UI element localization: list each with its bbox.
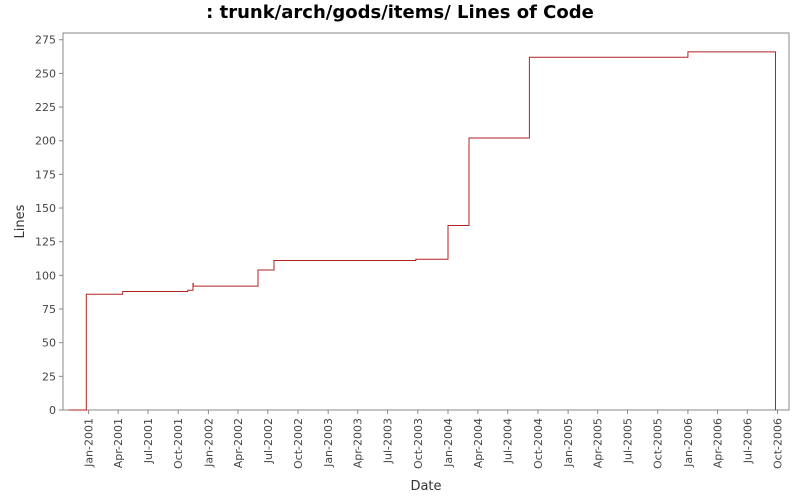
- x-tick-label: Jan-2005: [562, 418, 575, 468]
- y-tick-label: 0: [49, 404, 56, 417]
- y-tick-label: 125: [35, 236, 56, 249]
- x-tick-label: Apr-2001: [112, 418, 125, 468]
- y-axis: 0 25 50 75 100 125 150 175 200 225 250 275: [35, 34, 63, 417]
- x-axis-label: Date: [410, 479, 441, 494]
- y-tick-label: 275: [35, 34, 56, 47]
- x-tick-label: Jul-2004: [502, 418, 515, 464]
- x-tick-label: Apr-2006: [711, 418, 724, 468]
- x-axis: Jan-2001 Apr-2001 Jul-2001 Oct-2001 Jan-2002…: [83, 410, 785, 469]
- chart-title: : trunk/arch/gods/items/ Lines of Code: [206, 2, 594, 23]
- x-tick-label: Jan-2006: [682, 418, 695, 468]
- y-tick-label: 75: [42, 303, 56, 316]
- x-tick-label: Apr-2005: [592, 418, 605, 468]
- x-tick-label: Jul-2006: [741, 418, 754, 464]
- x-tick-label: Oct-2002: [292, 418, 305, 469]
- x-tick-label: Apr-2003: [352, 418, 365, 468]
- y-tick-label: 25: [42, 370, 56, 383]
- x-tick-label: Jan-2004: [442, 418, 455, 468]
- x-tick-label: Apr-2004: [472, 418, 485, 468]
- plot-area: [62, 32, 790, 411]
- x-tick-label: Jan-2003: [322, 418, 335, 468]
- y-axis-label: Lines: [13, 204, 28, 238]
- y-tick-label: 175: [35, 168, 56, 181]
- y-tick-label: 50: [42, 337, 56, 350]
- x-tick-label: Jul-2003: [382, 418, 395, 464]
- x-tick-label: Oct-2005: [652, 418, 665, 469]
- y-tick-label: 100: [35, 269, 56, 282]
- x-tick-label: Oct-2001: [172, 418, 185, 469]
- y-tick-label: 225: [35, 101, 56, 114]
- x-tick-label: Apr-2002: [232, 418, 245, 468]
- x-tick-label: Jul-2001: [142, 418, 155, 464]
- x-tick-label: Oct-2006: [772, 418, 785, 469]
- x-tick-label: Jul-2002: [262, 418, 275, 464]
- series-line: [68, 51, 776, 411]
- x-tick-label: Jan-2001: [83, 418, 96, 468]
- x-tick-label: Oct-2003: [412, 418, 425, 469]
- y-tick-label: 200: [35, 135, 56, 148]
- y-tick-label: 250: [35, 67, 56, 80]
- x-tick-label: Oct-2004: [532, 418, 545, 469]
- x-tick-label: Jul-2005: [622, 418, 635, 464]
- y-tick-label: 150: [35, 202, 56, 215]
- x-tick-label: Jan-2002: [202, 418, 215, 468]
